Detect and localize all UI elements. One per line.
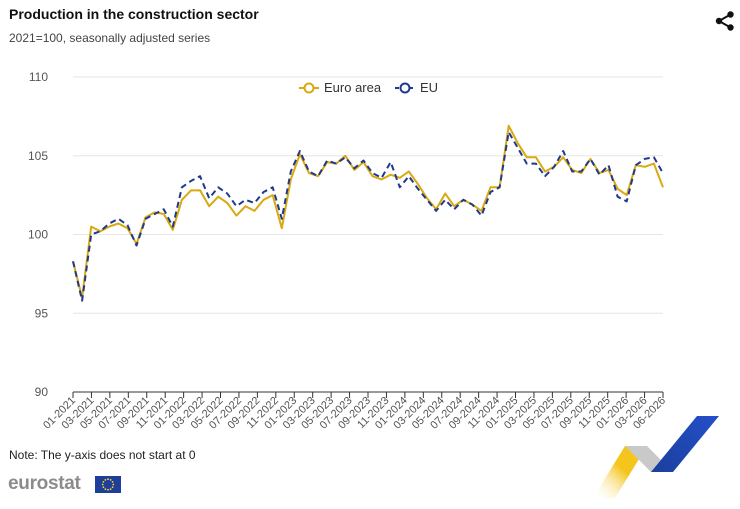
- eurostat-logo-text: eurostat: [8, 473, 81, 494]
- y-tick-label: 105: [28, 149, 48, 163]
- footnote: Note: The y-axis does not start at 0: [9, 448, 196, 462]
- chart-legend[interactable]: Euro area EU: [299, 80, 438, 95]
- eu-flag-icon: [95, 476, 121, 493]
- y-tick-label: 90: [35, 385, 49, 399]
- x-axis: 01-202103-202105-202107-202109-202111-20…: [41, 391, 668, 432]
- y-tick-label: 100: [28, 228, 48, 242]
- legend-item-eu[interactable]: EU: [395, 80, 438, 95]
- series-line-eu[interactable]: [72, 131, 664, 302]
- chart-series: [72, 124, 664, 302]
- chart-subtitle: 2021=100, seasonally adjusted series: [9, 31, 211, 45]
- legend-marker: [303, 82, 315, 94]
- y-tick-label: 110: [29, 70, 48, 84]
- share-icon[interactable]: [714, 10, 736, 32]
- series-line-euro-area[interactable]: [72, 124, 664, 299]
- chart-title: Production in the construction sector: [9, 6, 259, 22]
- chart-grid: [73, 76, 663, 393]
- legend-marker: [399, 82, 411, 94]
- legend-label: EU: [420, 80, 438, 95]
- legend-label: Euro area: [324, 80, 382, 95]
- y-tick-label: 95: [35, 306, 49, 320]
- decorative-ribbon: [593, 416, 719, 498]
- legend-item-euro-area[interactable]: Euro area: [299, 80, 382, 95]
- y-axis-labels: 90 95 100 105 110: [28, 70, 48, 399]
